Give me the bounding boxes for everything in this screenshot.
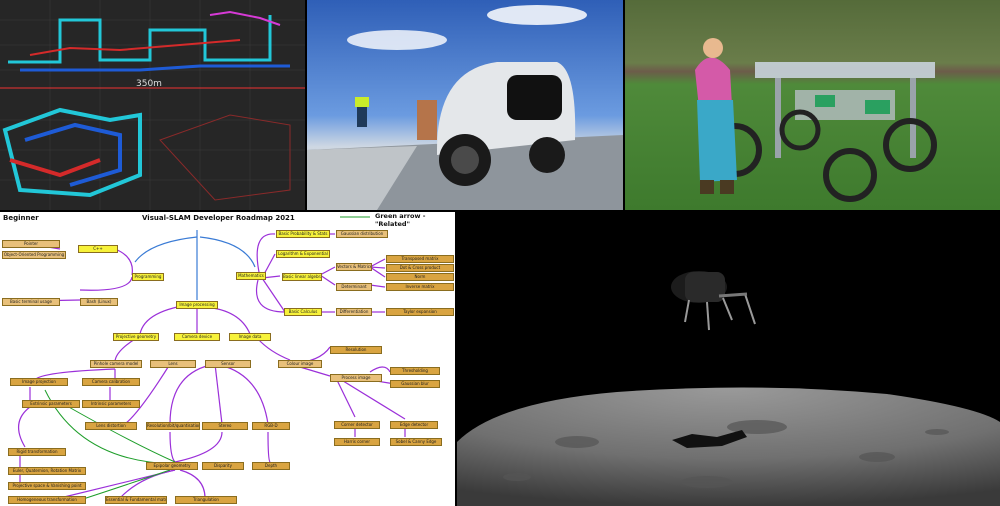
box-prob: Basic Probability & Stats [276, 230, 330, 238]
box-projective: Projective geometry [113, 333, 159, 341]
box-proj-space: Projective space & Vanishing point [8, 482, 86, 490]
box-calculus: Basic Calculus [284, 308, 322, 316]
box-oop: Object-Oriented Programming [2, 251, 66, 259]
box-lin-alg: Basic linear algebra [282, 273, 322, 281]
box-norm: Norm [386, 273, 454, 281]
box-colour: Colour image [278, 360, 322, 368]
box-corner: Corner detector [334, 421, 380, 429]
box-triangulation: Triangulation [175, 496, 237, 504]
box-essential: Essential & Fundamental matrix [105, 496, 167, 504]
box-harris: Harris corner [334, 438, 380, 446]
box-stereo: Stereo [202, 422, 248, 430]
lunar-scene [457, 212, 1000, 506]
box-sobel: Sobel & Canny Edge [390, 438, 442, 446]
box-edge: Edge detector [390, 421, 438, 429]
slam-map-panel: 350m [0, 0, 305, 210]
box-image-projection: Image projection [10, 378, 68, 386]
box-euler: Euler, Quaternion, Rotation Matrix [8, 467, 86, 475]
box-pinhole: Pinhole camera model [90, 360, 142, 368]
box-log: Logarithm & Exponential [276, 250, 330, 258]
box-cpp: C++ [78, 245, 118, 253]
box-taylor: Taylor expansion [386, 308, 454, 316]
box-sensor: Sensor [205, 360, 251, 368]
box-image-data: Image data [229, 333, 271, 341]
box-extrinsic: Extrinsic parameters [22, 400, 80, 408]
box-lens: Lens [150, 360, 196, 368]
box-determinant: Determinant [336, 283, 372, 291]
roadmap-title: Visual-SLAM Developer Roadmap 2021 [142, 214, 295, 222]
delivery-robot-photo [307, 0, 623, 210]
lunar-robot-render [457, 212, 1000, 506]
box-camera-calib: Camera calibration [82, 378, 140, 386]
box-res-bit: Resolution/bit/quantisation [146, 422, 200, 430]
box-vectors: Vectors & Matrices [336, 263, 372, 271]
box-disparity: Disparity [202, 462, 244, 470]
roadmap-panel: Beginner Visual-SLAM Developer Roadmap 2… [0, 212, 455, 506]
box-mathematics: Mathematics [236, 272, 266, 280]
box-intrinsic: Intrinsic parameters [82, 400, 140, 408]
roadmap-legend: Green arrow - "Related" [375, 212, 426, 228]
box-epipolar: Epipolar geometry [146, 462, 198, 470]
slam-map-render [0, 0, 305, 210]
box-programming: Programming [132, 273, 164, 281]
roadmap-level: Beginner [3, 214, 39, 222]
box-depth: Depth [252, 462, 290, 470]
box-camera-device: Camera device [174, 333, 220, 341]
box-lens-distortion: Lens distortion [85, 422, 137, 430]
box-transpose: Transposed matrix [386, 255, 454, 263]
box-resolution: Resolution [330, 346, 382, 354]
box-dot-cross: Dot & Cross product [386, 264, 454, 272]
scale-label: 350m [136, 79, 162, 89]
farm-robot-photo [625, 0, 1000, 210]
box-terminal: Basic terminal usage [2, 298, 60, 306]
box-thresholding: Thresholding [390, 367, 440, 375]
box-rgbd: RGB-D [252, 422, 290, 430]
delivery-robot-render [307, 5, 623, 210]
box-image-processing: Image processing [176, 301, 218, 309]
lander-robot [671, 271, 756, 331]
box-rigid: Rigid transformation [8, 448, 66, 456]
box-gaussian: Gaussian distribution [336, 230, 388, 238]
box-gaussian-blur: Gaussian blur [390, 380, 440, 388]
box-process-image: Process image [330, 374, 382, 382]
farm-robot-render [695, 38, 937, 202]
box-homogeneous: Homogeneous transformation [8, 496, 86, 504]
box-inverse: Inverse matrix [386, 283, 454, 291]
box-bash: Bash (Linux) [80, 298, 118, 306]
box-diff: Differentiation [336, 308, 372, 316]
box-pointer: Pointer [2, 240, 60, 248]
